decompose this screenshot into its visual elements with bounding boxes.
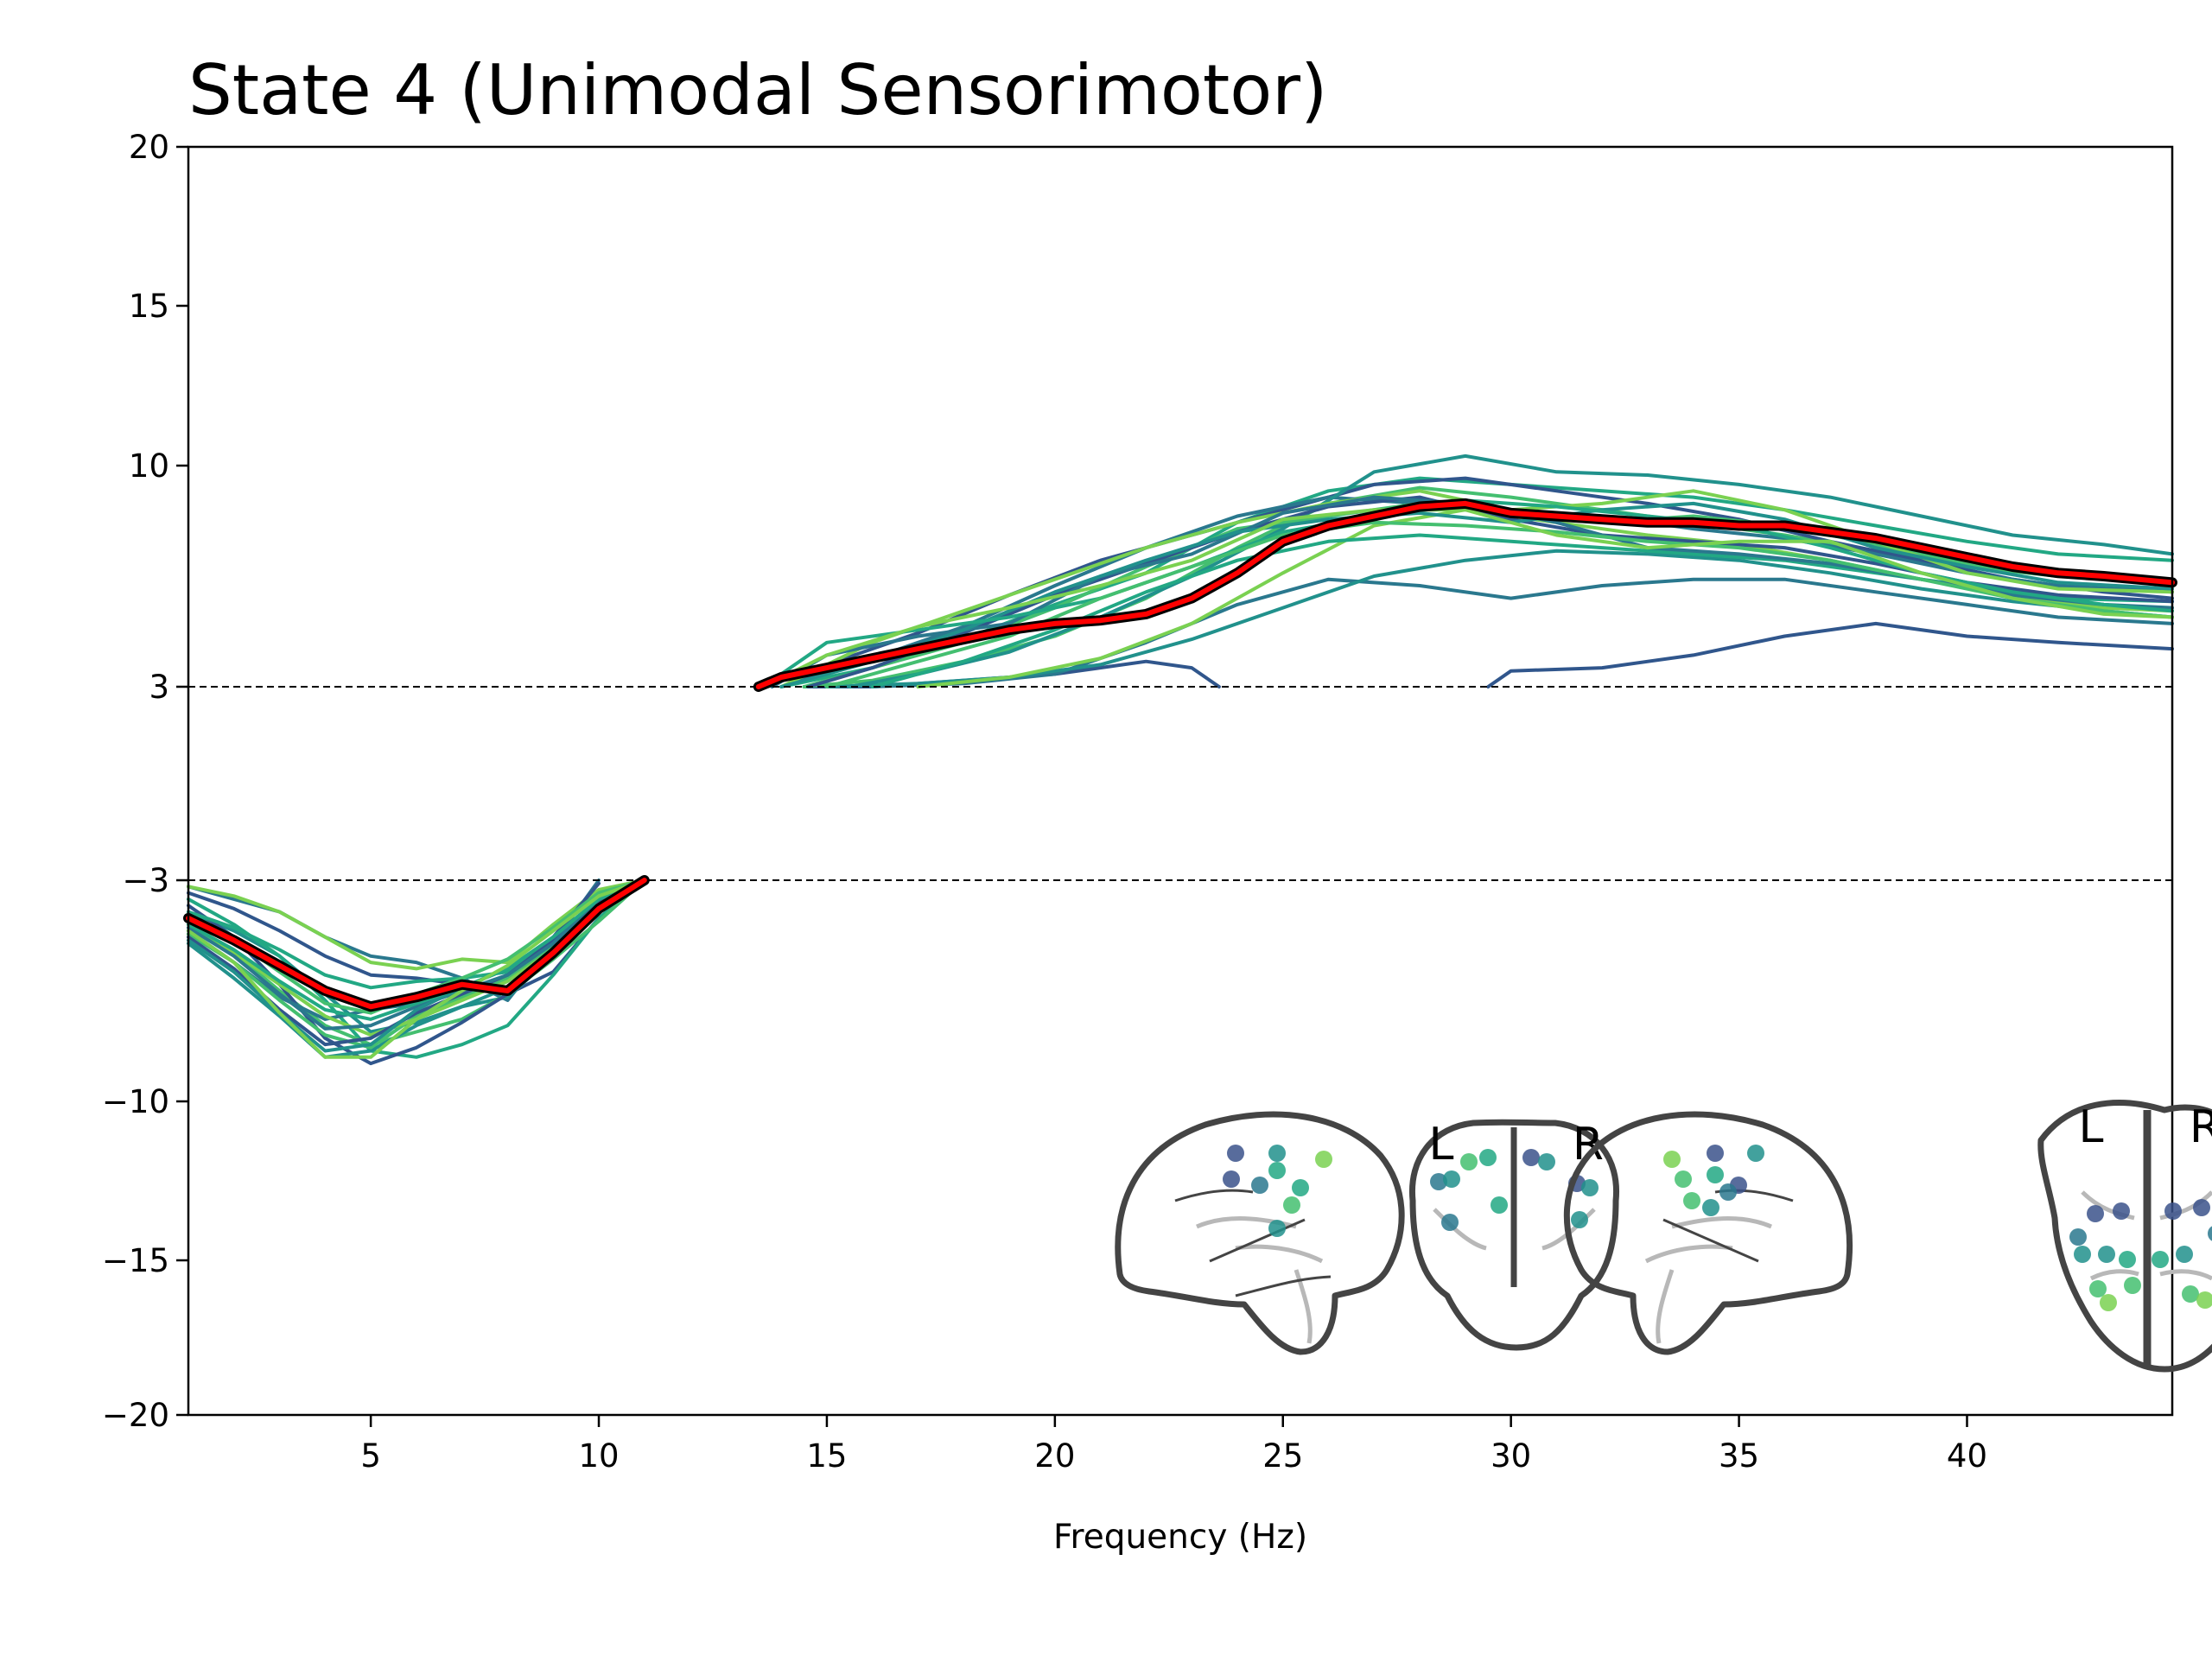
x-axis-title: Frequency (Hz) <box>1053 1518 1307 1557</box>
brain-dot <box>2208 1226 2212 1241</box>
brain-dot <box>2176 1246 2193 1263</box>
subject-line-18-1 <box>187 879 646 1059</box>
brain-coronal-left-label: L <box>1429 1119 1454 1170</box>
brain-dot <box>1707 1145 1724 1162</box>
x-tick-label: 40 <box>1947 1437 1987 1475</box>
brain-dot <box>1315 1151 1332 1168</box>
subject-line-17-2 <box>824 520 2174 688</box>
brain-axial-right-label: R <box>2190 1101 2212 1153</box>
brain-dot <box>1522 1149 1540 1166</box>
y-tick-label: −15 <box>102 1242 169 1279</box>
brain-left-sagittal-sulci <box>1174 1189 1332 1297</box>
x-tick-label: 5 <box>360 1437 381 1475</box>
brain-dot <box>1268 1220 1286 1237</box>
x-tick-label: 25 <box>1262 1437 1303 1475</box>
x-tick-label: 35 <box>1719 1437 1759 1475</box>
y-tick-label: 20 <box>129 129 169 166</box>
brain-dot <box>1292 1179 1309 1196</box>
axes-frame <box>187 145 2174 1417</box>
brain-dot <box>1251 1177 1268 1194</box>
brain-dot <box>2193 1199 2210 1216</box>
brain-dot <box>1268 1162 1286 1179</box>
brain-dot <box>1223 1170 1240 1188</box>
subject-line-1-3 <box>1486 621 2174 688</box>
brain-dot <box>2164 1202 2182 1220</box>
mean-line-high <box>755 500 2175 689</box>
subject-line-6-1 <box>187 879 646 971</box>
subject-line-14-1 <box>187 879 646 1031</box>
brain-dot <box>1571 1211 1588 1228</box>
brain-dot <box>2119 1251 2136 1268</box>
brain-dot <box>2182 1285 2199 1303</box>
brain-coronal-outline <box>1408 1119 1620 1351</box>
brain-dot <box>2152 1251 2169 1268</box>
brain-dot <box>1719 1183 1737 1201</box>
x-tick-label: 15 <box>806 1437 847 1475</box>
brain-axial-left-label: L <box>2079 1101 2104 1153</box>
subject-line-2-2 <box>870 577 2174 688</box>
subject-line-3-2 <box>824 549 2174 688</box>
brain-dot <box>1460 1153 1478 1170</box>
brain-dot <box>1268 1145 1286 1162</box>
brain-dot <box>1702 1199 1719 1216</box>
brain-dot <box>1675 1170 1692 1188</box>
brain-left-sagittal-outline <box>1115 1111 1405 1355</box>
brain-dot <box>1683 1192 1700 1209</box>
brain-dot <box>1227 1145 1244 1162</box>
brain-dot <box>1479 1149 1497 1166</box>
brain-dot <box>2069 1228 2087 1246</box>
subject-line-5-1 <box>187 879 646 1047</box>
y-tick-label: −3 <box>122 862 169 899</box>
brain-dot <box>2098 1246 2115 1263</box>
brain-dot <box>1707 1166 1724 1183</box>
brain-axial-outline <box>2037 1100 2212 1373</box>
brain-dot <box>2087 1205 2104 1222</box>
brain-dot <box>1443 1170 1460 1188</box>
brain-dot <box>1581 1179 1599 1196</box>
brain-dot <box>1663 1151 1681 1168</box>
brain-dot <box>2074 1246 2091 1263</box>
subject-line-15-2 <box>779 501 2174 688</box>
subject-line-9-2 <box>848 454 2174 688</box>
brain-dot <box>1283 1196 1300 1214</box>
y-tick-label: 10 <box>129 447 169 485</box>
brain-dot <box>2196 1291 2212 1309</box>
brain-dot <box>1491 1196 1508 1214</box>
x-tick-label: 30 <box>1491 1437 1531 1475</box>
y-tick-label: 3 <box>149 669 169 706</box>
subject-line-18-2 <box>761 508 2174 688</box>
mean-line-low <box>186 878 647 1010</box>
brain-axial-folds <box>2081 1190 2212 1281</box>
x-tick-label: 20 <box>1034 1437 1075 1475</box>
subject-line-16-1 <box>187 879 646 1021</box>
x-tick-label: 10 <box>578 1437 619 1475</box>
brain-dot <box>1441 1214 1459 1231</box>
brain-dot <box>2100 1294 2117 1311</box>
brain-right-sagittal-outline <box>1563 1111 1853 1355</box>
brain-dot <box>1430 1173 1447 1190</box>
axis-ticks: 5 10 15 20 25 30 35 40 20 15 10 3 −3 −10 −15 −20 <box>102 129 1987 1475</box>
plot-area <box>183 145 2177 1417</box>
y-tick-label: −20 <box>102 1397 169 1434</box>
brain-dot <box>1538 1153 1555 1170</box>
brain-dot <box>1747 1145 1764 1162</box>
brain-dot <box>2113 1202 2130 1220</box>
brain-dot <box>2124 1277 2141 1294</box>
chart-title: State 4 (Unimodal Sensorimotor) <box>188 50 1327 130</box>
y-tick-label: 15 <box>129 288 169 325</box>
brain-dot <box>2089 1280 2107 1297</box>
subject-line-4-1 <box>187 879 646 1059</box>
y-tick-label: −10 <box>102 1083 169 1120</box>
